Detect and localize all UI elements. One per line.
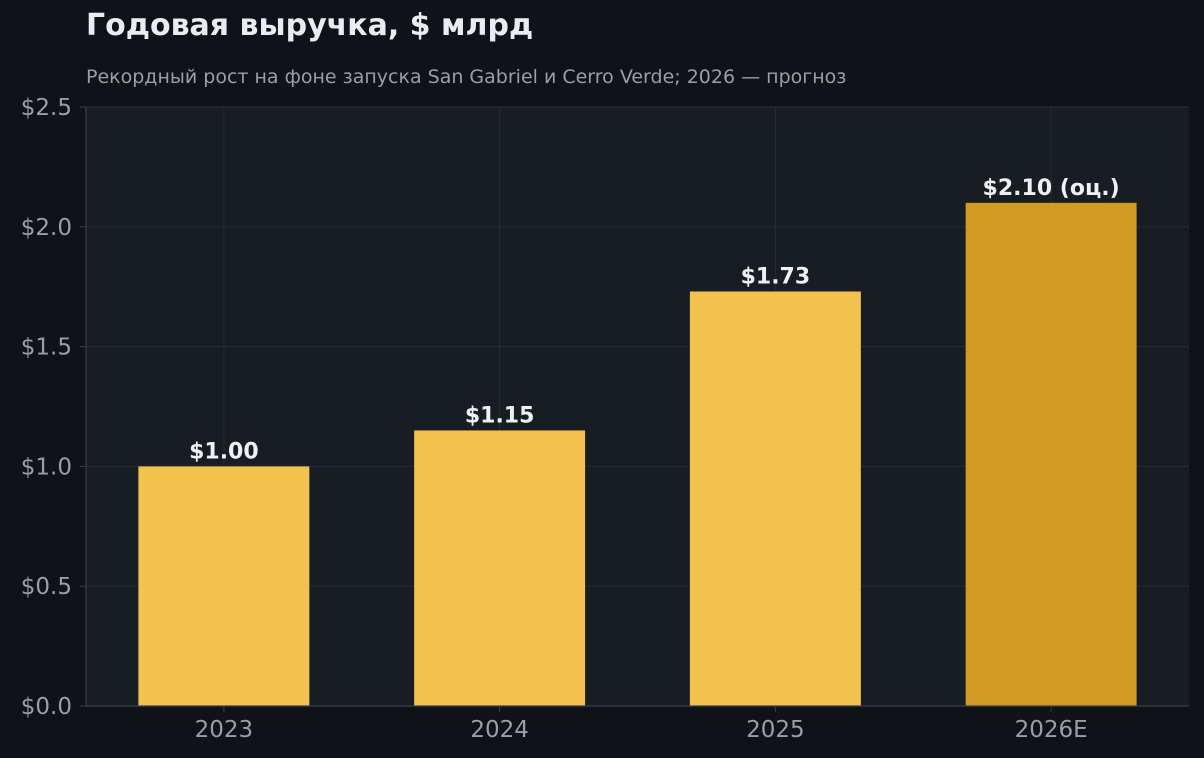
- x-tick-label: 2025: [746, 717, 805, 743]
- bar-value-label: $2.10 (оц.): [983, 176, 1120, 201]
- y-tick-label: $0.5: [21, 574, 72, 600]
- y-tick-label: $2.0: [21, 215, 72, 241]
- bar-value-label: $1.15: [465, 403, 535, 428]
- x-tick-label: 2026E: [1015, 717, 1088, 743]
- axes: $0.0 $0.5 $1.0 $1.5 $2.0 $2.5 2023 2024 2025 2026…: [21, 95, 1189, 743]
- y-tick-label: $2.5: [21, 95, 72, 121]
- y-tick-label: $1.5: [21, 335, 72, 361]
- x-tick-label: 2023: [195, 717, 254, 743]
- forecast-bar: [965, 202, 1137, 706]
- bars: [138, 202, 1137, 706]
- revenue-bar: [689, 291, 861, 706]
- x-tick-label: 2024: [470, 717, 529, 743]
- bar-value-label: $1.73: [741, 264, 811, 289]
- bar-value-label: $1.00: [189, 439, 259, 464]
- chart-title: Годовая выручка, $ млрд: [86, 8, 534, 43]
- y-tick-label: $0.0: [21, 694, 72, 720]
- chart-subtitle: Рекордный рост на фоне запуска San Gabri…: [86, 66, 847, 88]
- revenue-bar: [138, 466, 310, 706]
- value-labels: $1.00 $1.15 $1.73 $2.10 (оц.): [189, 176, 1120, 465]
- revenue-bar: [414, 430, 586, 706]
- y-tick-label: $1.0: [21, 454, 72, 480]
